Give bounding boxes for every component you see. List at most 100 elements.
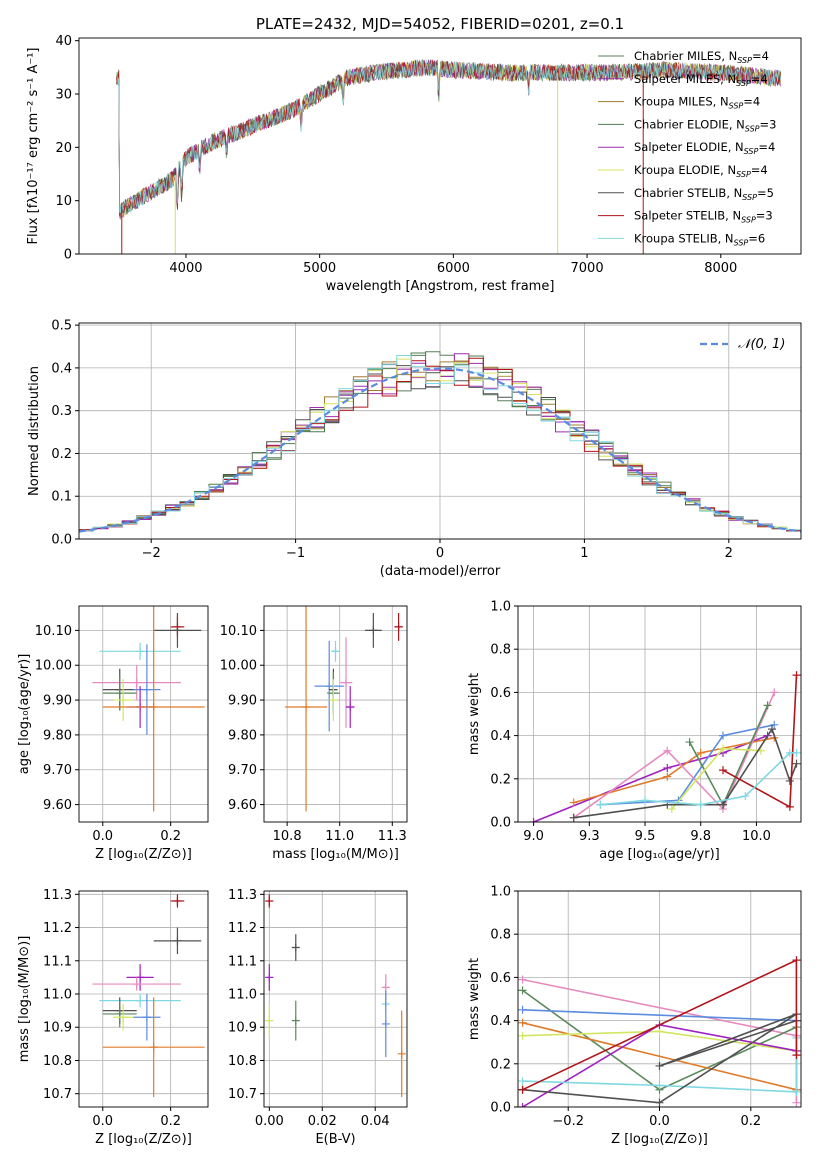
errorbar-point bbox=[102, 1000, 137, 1028]
y-axis-label: mass weight bbox=[467, 673, 482, 755]
legend-entry: Kroupa MILES, NSSP=4 bbox=[634, 95, 760, 111]
frame-weight_vs_age: 9.0 9.3 9.5 9.8 10.0 0.0 0.2 0.4 0.6 0.8 1.0 age [l… bbox=[467, 600, 802, 862]
plot-area-residuals bbox=[79, 351, 801, 534]
x-tick-label: 8000 bbox=[704, 261, 737, 276]
plots: 4000 5000 6000 7000 8000010203040wavelength … bbox=[17, 34, 802, 1147]
errorbar-point bbox=[381, 990, 390, 1058]
errorbar-point bbox=[133, 644, 161, 735]
y-axis-label: Flux [fλ10⁻¹⁷ erg cm⁻² s⁻¹ A⁻¹] bbox=[26, 48, 41, 245]
y-tick-label: 0.4 bbox=[490, 729, 511, 744]
y-tick-label: 9.60 bbox=[228, 798, 257, 813]
legend-entry: Chabrier STELIB, NSSP=5 bbox=[634, 186, 774, 202]
errorbar-point bbox=[397, 1010, 406, 1098]
plot-area-weight_vs_Z bbox=[518, 956, 801, 1107]
x-tick-label: 9.8 bbox=[690, 829, 711, 844]
weight-marker bbox=[792, 759, 801, 768]
weight-line bbox=[600, 724, 775, 806]
errorbar-point bbox=[99, 642, 181, 660]
y-tick-label: 9.90 bbox=[43, 694, 72, 709]
errorbar-point bbox=[92, 665, 181, 701]
weight-marker bbox=[518, 1103, 527, 1107]
y-tick-label: 11.0 bbox=[228, 988, 257, 1003]
y-tick-label: 0.0 bbox=[490, 1101, 511, 1116]
axes-frame bbox=[78, 890, 209, 1108]
point-marker bbox=[119, 1013, 128, 1022]
weight-marker bbox=[792, 671, 801, 680]
x-tick-label: 0.0 bbox=[649, 1114, 670, 1129]
frame-age_vs_Z: 0.0 0.2 9.60 9.70 9.80 9.90 10.00 10.10 Z [log₁₀… bbox=[17, 605, 209, 862]
x-axis-label: E(B-V) bbox=[315, 1132, 355, 1147]
y-tick-label: 0.2 bbox=[490, 1057, 511, 1072]
y-tick-label: 0.0 bbox=[490, 816, 511, 831]
plot-area-mass_vs_ebv bbox=[265, 894, 406, 1098]
y-tick-label: 0.8 bbox=[490, 643, 511, 658]
y-axis-label: mass weight bbox=[467, 958, 482, 1040]
weight-marker bbox=[785, 802, 794, 811]
x-tick-label: −0.2 bbox=[552, 1114, 584, 1129]
weight-marker bbox=[655, 1098, 664, 1107]
point-marker bbox=[132, 678, 141, 687]
errorbar-point bbox=[339, 637, 353, 728]
x-tick-label: 7000 bbox=[571, 261, 604, 276]
weight-marker bbox=[768, 725, 777, 734]
x-tick-label: 4000 bbox=[169, 261, 202, 276]
x-axis-label: Z [log₁₀(Z/Z⊙)] bbox=[611, 1132, 708, 1147]
y-tick-label: 9.70 bbox=[43, 763, 72, 778]
point-marker bbox=[331, 647, 340, 656]
y-tick-label: 9.70 bbox=[228, 763, 257, 778]
axes-mass_vs_Z: 0.0 0.2 10.7 10.8 10.9 11.0 11.1 11.2 11.3 Z [log… bbox=[17, 888, 209, 1147]
weight-marker bbox=[792, 1051, 801, 1060]
weight-marker bbox=[741, 792, 750, 801]
x-tick-label: 0.2 bbox=[160, 829, 181, 844]
point-marker bbox=[173, 936, 182, 945]
point-marker bbox=[325, 682, 334, 691]
x-axis-label: mass [log₁₀(M/M⊙)] bbox=[272, 847, 399, 862]
x-tick-label: 0.02 bbox=[308, 1114, 337, 1129]
weight-marker bbox=[518, 1031, 527, 1040]
y-tick-label: 9.90 bbox=[228, 694, 257, 709]
point-marker bbox=[136, 973, 145, 982]
point-marker bbox=[346, 703, 355, 712]
point-marker bbox=[369, 626, 378, 635]
frame-spectrum: 4000 5000 6000 7000 8000 0 10 20 30 40 wavelength … bbox=[26, 34, 802, 294]
y-tick-label: 11.2 bbox=[228, 921, 257, 936]
weight-marker bbox=[655, 1081, 664, 1090]
y-tick-label: 10.7 bbox=[43, 1087, 72, 1102]
point-marker bbox=[329, 696, 338, 705]
weight-marker bbox=[518, 1077, 527, 1086]
axes-age_vs_mass: 10.8 11.0 11.3 9.60 9.70 9.80 9.90 10.00 10.10 ma… bbox=[220, 605, 408, 862]
axes-frame bbox=[263, 890, 408, 1108]
errorbar-point bbox=[329, 679, 338, 721]
axes-spectrum: 4000 5000 6000 7000 8000 0 10 20 30 40 wavelength … bbox=[26, 34, 802, 294]
y-tick-label: 10.7 bbox=[228, 1087, 257, 1102]
y-axis-label: Normed distribution bbox=[27, 366, 42, 496]
errorbar-point bbox=[153, 612, 202, 648]
frame-age_vs_mass: 10.8 11.0 11.3 9.60 9.70 9.80 9.90 10.00 10.10 ma… bbox=[220, 605, 408, 862]
y-tick-label: 0.0 bbox=[51, 533, 72, 548]
point-marker bbox=[142, 1013, 151, 1022]
y-tick-label: 0.4 bbox=[51, 361, 72, 376]
legend-entry: Kroupa ELODIE, NSSP=4 bbox=[634, 163, 768, 179]
errorbar-point bbox=[170, 894, 185, 908]
y-tick-label: 10.8 bbox=[43, 1054, 72, 1069]
y-tick-label: 0.8 bbox=[490, 928, 511, 943]
axes-frame bbox=[517, 605, 802, 823]
weight-marker bbox=[785, 776, 794, 785]
legend-entry: Chabrier MILES, NSSP=4 bbox=[634, 49, 769, 65]
errorbar-point bbox=[291, 1000, 300, 1041]
y-tick-label: 11.1 bbox=[228, 954, 257, 969]
weight-marker bbox=[763, 701, 772, 710]
weight-marker bbox=[792, 1098, 801, 1107]
y-tick-label: 9.80 bbox=[228, 728, 257, 743]
errorbar-point bbox=[331, 640, 340, 662]
y-tick-label: 10.00 bbox=[35, 659, 72, 674]
y-tick-label: 40 bbox=[55, 34, 72, 49]
spectrum-legend: Chabrier MILES, NSSP=4 Salpeter MILES, NS… bbox=[598, 49, 776, 247]
errorbar-point bbox=[314, 640, 344, 732]
axes-weight_vs_Z: −0.2 0.0 0.2 0.0 0.2 0.4 0.6 0.8 1.0 Z [log₁₀(Z/Z… bbox=[467, 885, 802, 1147]
errorbar-point bbox=[102, 675, 137, 711]
legend-normal-label: 𝒩(0, 1) bbox=[738, 337, 785, 352]
y-tick-label: 0.5 bbox=[51, 319, 72, 334]
plot-area-spectrum bbox=[116, 58, 782, 254]
frame-mass_vs_ebv: 0.00 0.02 0.04 10.7 10.8 10.9 11.0 11.1 11.2 11.3… bbox=[228, 888, 408, 1147]
